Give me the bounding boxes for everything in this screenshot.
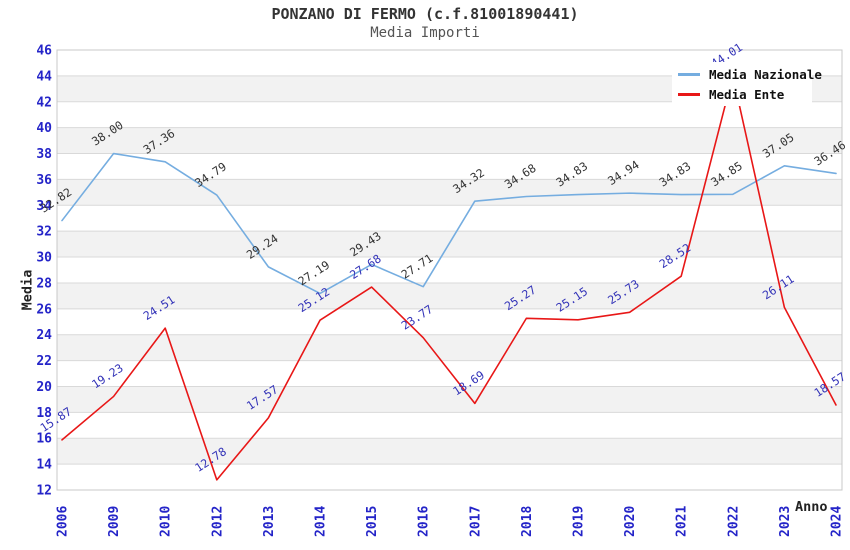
plot-band xyxy=(57,282,842,309)
y-tick-label: 30 xyxy=(36,251,52,266)
y-tick-label: 14 xyxy=(36,458,52,473)
plot-band xyxy=(57,386,842,413)
plot-band xyxy=(57,360,842,387)
plot-border xyxy=(56,49,843,491)
x-tick-label: 2022 xyxy=(726,506,741,537)
plot-band xyxy=(57,412,842,439)
x-tick-label: 2006 xyxy=(56,506,71,537)
y-tick-label: 20 xyxy=(36,380,52,395)
y-tick-label: 12 xyxy=(36,484,52,499)
x-axis-title: Anno xyxy=(795,499,828,515)
x-tick-label: 2016 xyxy=(417,506,432,537)
y-tick-label: 28 xyxy=(36,276,52,291)
legend-label: Media Ente xyxy=(709,86,785,102)
y-tick-label: 38 xyxy=(36,147,52,162)
plot-band xyxy=(57,257,842,283)
legend-item-media-nazionale: Media Nazionale xyxy=(678,64,822,84)
plot-band xyxy=(57,334,842,361)
plot-band xyxy=(57,127,842,154)
y-tick-label: 16 xyxy=(36,432,52,447)
x-tick-label: 2017 xyxy=(468,506,483,537)
y-tick-label: 46 xyxy=(36,44,52,59)
x-tick-label: 2021 xyxy=(675,506,690,537)
y-tick-label: 18 xyxy=(36,406,52,421)
chart-title: PONZANO DI FERMO (c.f.81001890441) xyxy=(271,5,579,23)
series-line-media-nazionale xyxy=(61,152,837,295)
y-tick-label: 22 xyxy=(36,354,52,369)
x-tick-label: 2018 xyxy=(520,506,535,537)
x-tick-label: 2014 xyxy=(314,506,329,537)
x-tick-label: 2015 xyxy=(365,506,380,537)
plot-band xyxy=(57,308,842,335)
plot-band xyxy=(57,179,842,206)
x-tick-label: 2010 xyxy=(159,506,174,537)
legend: Media Nazionale Media Ente xyxy=(672,62,822,106)
legend-swatch-icon xyxy=(678,72,700,76)
legend-label: Media Nazionale xyxy=(709,66,822,82)
y-tick-label: 32 xyxy=(36,225,52,240)
plot-band xyxy=(57,101,842,128)
plot-band xyxy=(57,464,842,490)
legend-swatch-icon xyxy=(678,92,700,96)
y-tick-label: 44 xyxy=(36,69,52,84)
series-line-media-ente xyxy=(61,74,837,481)
y-axis-title: Media xyxy=(19,269,36,311)
x-tick-label: 2024 xyxy=(830,506,845,537)
plot-band xyxy=(57,438,842,465)
x-tick-label: 2023 xyxy=(778,506,793,537)
y-tick-label: 24 xyxy=(36,328,52,343)
x-tick-label: 2013 xyxy=(262,506,277,537)
x-tick-label: 2012 xyxy=(210,506,225,537)
legend-item-media-ente: Media Ente xyxy=(678,84,812,104)
y-tick-label: 34 xyxy=(36,199,52,214)
y-tick-label: 36 xyxy=(36,173,52,188)
y-tick-label: 40 xyxy=(36,121,52,136)
plot-band xyxy=(57,205,842,232)
x-tick-label: 2019 xyxy=(572,506,587,537)
y-tick-label: 42 xyxy=(36,95,52,110)
x-tick-label: 2020 xyxy=(623,506,638,537)
y-tick-label: 26 xyxy=(36,302,52,317)
x-tick-label: 2009 xyxy=(107,506,122,537)
chart-subtitle: Media Importi xyxy=(370,25,480,41)
